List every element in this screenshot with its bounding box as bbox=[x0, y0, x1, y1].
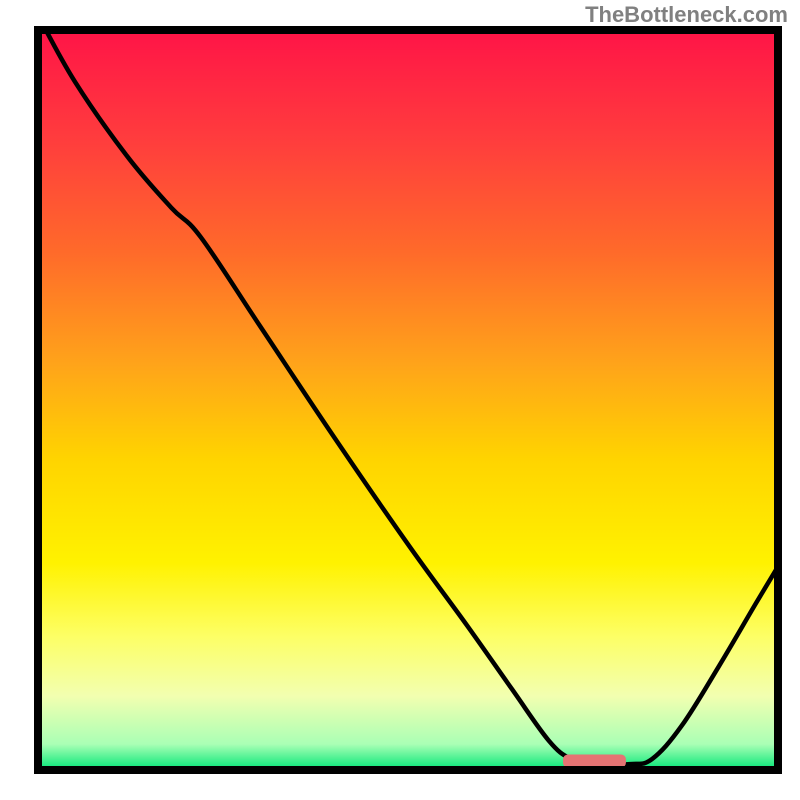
plot-background bbox=[38, 30, 778, 770]
sweet-spot-marker bbox=[563, 754, 626, 767]
chart-svg bbox=[0, 0, 800, 800]
bottleneck-chart: TheBottleneck.com bbox=[0, 0, 800, 800]
attribution-text: TheBottleneck.com bbox=[585, 2, 788, 28]
